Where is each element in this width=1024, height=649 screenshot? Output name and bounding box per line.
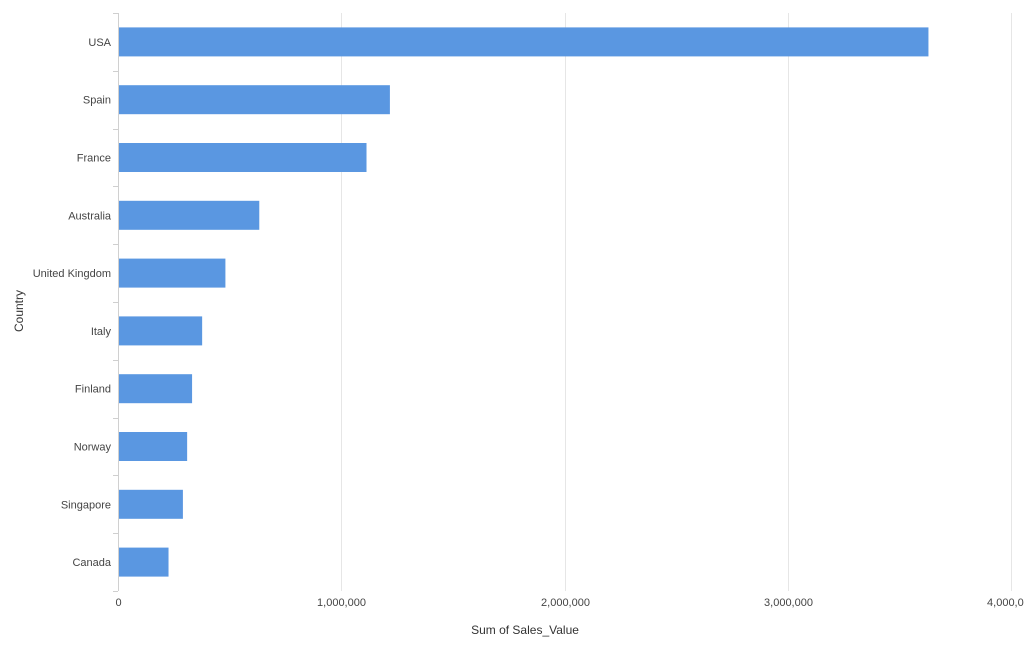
bar[interactable] [118,432,188,461]
x-tick-label: 2,000,000 [541,597,590,609]
axes [113,13,119,592]
x-tick-label: 1,000,000 [317,597,366,609]
x-axis-title: Sum of Sales_Value [471,623,579,637]
y-tick-label: Norway [74,442,112,454]
grid-lines [341,13,1012,591]
y-tick-label: Italy [91,326,112,338]
bar[interactable] [118,258,226,288]
bar[interactable] [118,85,390,115]
bar[interactable] [118,547,169,577]
y-tick-label: Finland [75,384,111,396]
y-tick-label: Singapore [61,499,111,511]
x-tick-label: 4,000,000 [987,597,1024,609]
bar[interactable] [118,316,203,346]
bar[interactable] [118,27,929,57]
x-tick-label: 3,000,000 [764,597,813,609]
bar[interactable] [118,374,193,404]
tick-labels: 0 1,000,000 2,000,000 3,000,000 4,000,000 USA… [33,37,1024,609]
bars [118,27,929,577]
bar[interactable] [118,143,367,172]
y-axis-title: Country [12,290,26,332]
bar[interactable] [118,200,260,230]
y-tick-label: Canada [72,557,111,569]
y-tick-label: USA [88,37,111,49]
y-tick-label: France [77,153,111,165]
y-tick-label: Spain [83,95,111,107]
y-tick-label: Australia [68,210,112,222]
bar[interactable] [118,489,183,519]
x-tick-label: 0 [115,597,121,609]
y-tick-label: United Kingdom [33,268,111,280]
